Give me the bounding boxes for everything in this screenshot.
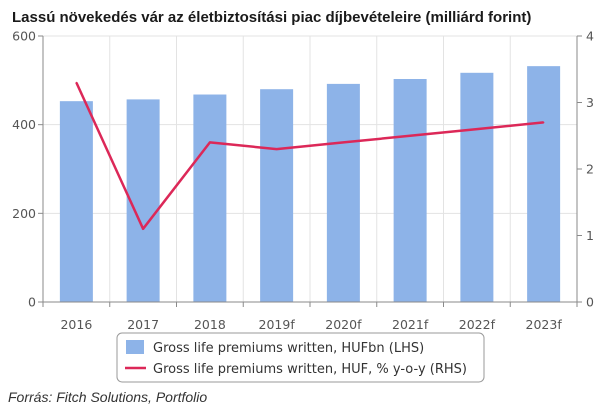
x-tick-label: 2023f xyxy=(526,317,563,332)
bar-2017 xyxy=(126,99,160,302)
bar-2021f xyxy=(393,79,427,303)
legend-box xyxy=(116,332,485,383)
x-tick-label: 2022f xyxy=(459,317,496,332)
line-point-2021f xyxy=(409,134,411,137)
right-tick-label: 3 xyxy=(586,95,594,110)
x-tick-label: 2019f xyxy=(259,317,296,332)
x-axis-ticks: 2016 2017 2018 2019f 2020f 2021f 2022f 2023f xyxy=(42,302,578,332)
legend-label-line-series: Gross life premiums written, HUF, % y-o-… xyxy=(153,362,467,377)
right-axis-ticks: 0 1 2 3 4 xyxy=(577,29,594,310)
source-note: Forrás: Fitch Solutions, Portfolio xyxy=(8,389,207,405)
legend-label-bar-series: Gross life premiums written, HUFbn (LHS) xyxy=(153,341,424,356)
left-tick-label: 600 xyxy=(12,29,36,44)
bar-2019f xyxy=(260,89,294,302)
x-tick-label: 2018 xyxy=(194,317,226,332)
x-tick-label: 2021f xyxy=(392,317,429,332)
line-point-2019f xyxy=(275,148,278,150)
legend-swatch-bar xyxy=(126,340,144,354)
line-point-2023f xyxy=(542,121,545,124)
right-tick-label: 4 xyxy=(586,29,594,44)
x-tick-label: 2020f xyxy=(325,317,362,332)
line-point-2022f xyxy=(476,128,478,130)
left-tick-label: 0 xyxy=(28,295,36,310)
left-axis-ticks: 0 200 400 600 xyxy=(12,29,43,310)
right-tick-label: 0 xyxy=(586,295,594,310)
line-series xyxy=(75,81,545,231)
right-tick-label: 2 xyxy=(586,162,594,177)
line-point-2016 xyxy=(75,81,78,84)
chart-title: Lassú növekedés vár az életbiztosítási p… xyxy=(12,9,531,26)
x-tick-label: 2017 xyxy=(127,317,159,332)
bar-2016 xyxy=(59,101,93,302)
line-path xyxy=(75,82,544,231)
bar-2018 xyxy=(193,94,227,303)
bar-2023f xyxy=(527,66,561,302)
left-tick-label: 400 xyxy=(12,117,36,132)
bar-series xyxy=(59,66,561,303)
left-tick-label: 200 xyxy=(12,206,36,221)
bar-2022f xyxy=(460,72,494,303)
bar-2020f xyxy=(326,83,360,302)
line-point-2018 xyxy=(209,141,211,144)
x-tick-label: 2016 xyxy=(60,317,92,332)
line-point-2017 xyxy=(142,228,144,230)
right-tick-label: 1 xyxy=(586,228,594,243)
legend: Gross life premiums written, HUFbn (LHS)… xyxy=(116,332,485,383)
line-point-2020f xyxy=(342,141,345,144)
